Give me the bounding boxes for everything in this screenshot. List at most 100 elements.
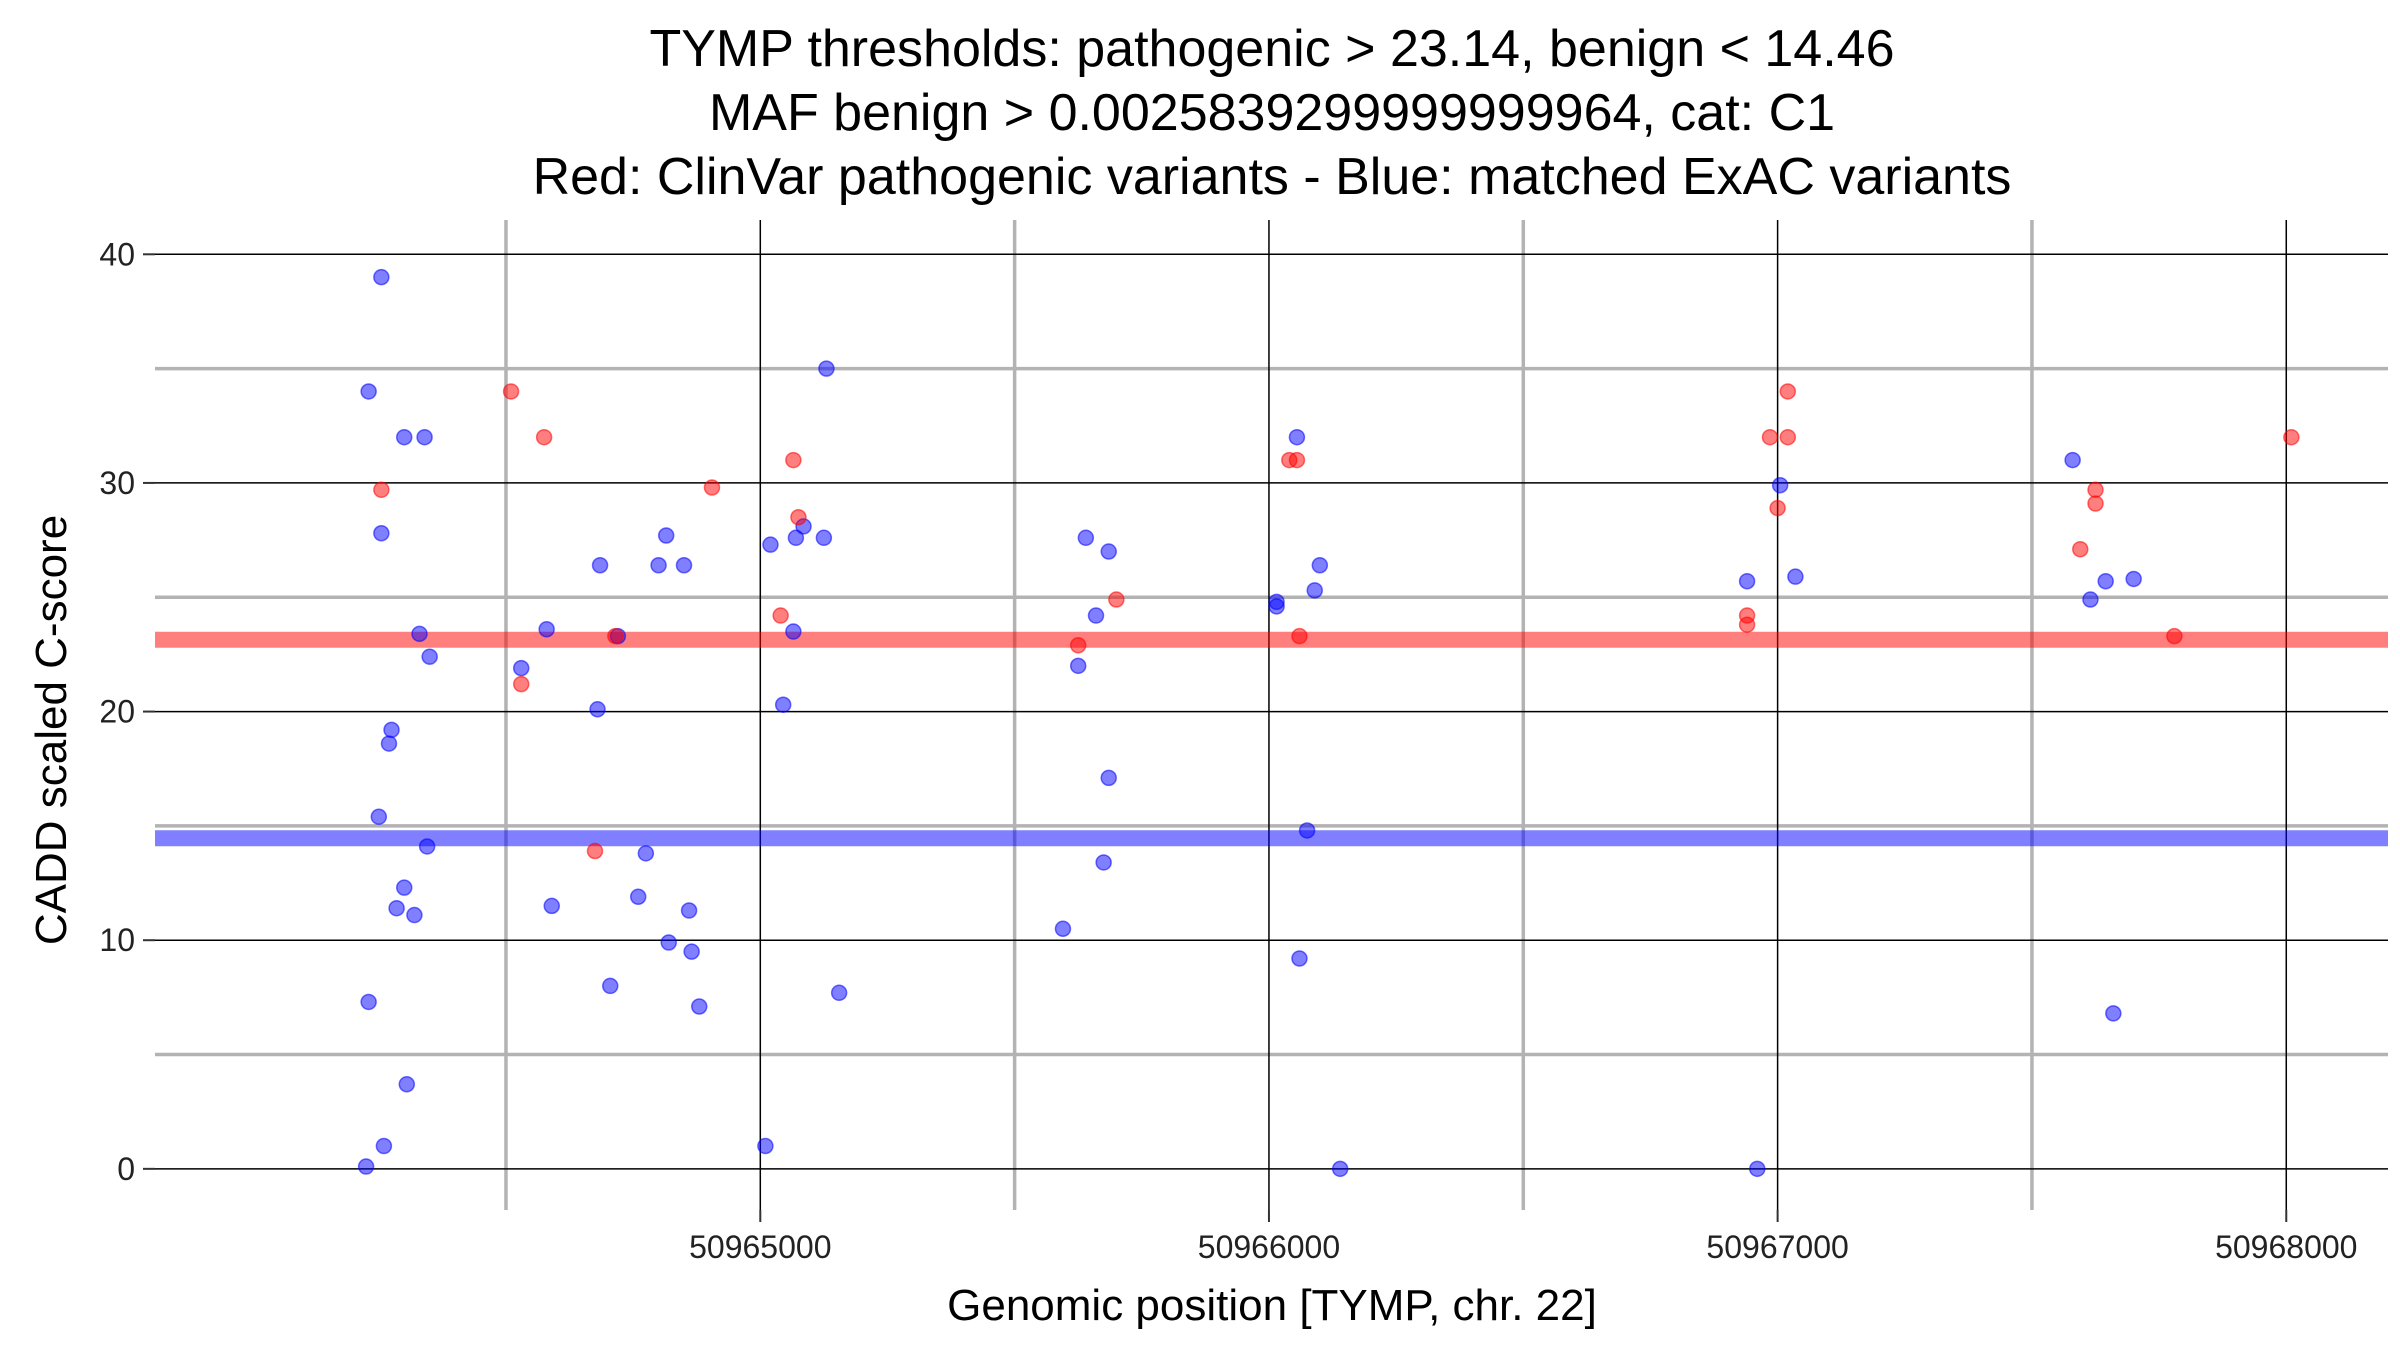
benign-variant-point (680, 902, 698, 919)
pathogenic-variant-point (790, 508, 807, 526)
pathogenic-variant-point (373, 481, 390, 499)
benign-variant-point (395, 428, 413, 446)
pathogenic-variant-point (772, 607, 789, 624)
benign-variant-point (512, 659, 530, 677)
benign-variant-point (589, 701, 606, 718)
benign-variant-point (1749, 1160, 1766, 1178)
x-tick-label: 50965000 (689, 1229, 831, 1265)
benign-variant-point (418, 838, 436, 855)
pathogenic-variant-point (785, 451, 802, 469)
benign-variant-point (815, 529, 833, 547)
benign-variant-point (411, 625, 428, 643)
threshold-bands (155, 631, 2388, 847)
benign-variant-point (830, 984, 848, 1002)
pathogenic-variant-point (1761, 428, 1779, 446)
benign-variant-point (637, 845, 655, 862)
pathogenic-variant-point (703, 479, 721, 496)
benign-variant-point (1738, 572, 1756, 590)
benign-variant-point (395, 879, 413, 896)
pathogenic-variant-point (2283, 428, 2300, 446)
benign-variant-point (373, 524, 390, 542)
benign-variant-point (785, 623, 802, 640)
benign-variant-point (2105, 1005, 2122, 1022)
x-axis-label: Genomic position [TYMP, chr. 22] (947, 1281, 1597, 1330)
y-axis-label: CADD scaled C-score (27, 515, 76, 945)
benign-variant-point (1077, 529, 1095, 547)
benign-variant-point (370, 808, 388, 825)
benign-variant-point (1291, 950, 1308, 967)
pathogenic-variant-point (1069, 637, 1087, 654)
title-line-1: TYMP thresholds: pathogenic > 23.14, ben… (649, 20, 1894, 78)
benign-variant-point (383, 721, 400, 739)
benign-variant-point (787, 529, 805, 547)
pathogenic-variant-point (586, 842, 604, 860)
benign-variant-point (360, 383, 377, 400)
benign-variant-point (406, 906, 423, 924)
pathogenic-variant-point (1769, 499, 1786, 517)
pathogenic-variant-point (512, 675, 530, 693)
benign-variant-point (1054, 920, 1072, 938)
y-axis: 0 10 20 30 40 (99, 236, 155, 1187)
benign-variant-point (380, 735, 398, 752)
benign-variant-point (2097, 572, 2114, 590)
benign-variant-point (657, 527, 675, 544)
benign-variant-point (373, 268, 390, 286)
benign-variant-point (1331, 1160, 1349, 1178)
benign-variant-point (650, 556, 667, 574)
benign-variant-point (1288, 428, 1306, 446)
x-tick-label: 50967000 (1706, 1229, 1848, 1265)
pathogenic-variant-point (2166, 627, 2183, 645)
benign-variant-point (1771, 476, 1789, 494)
benign-variant-point (1306, 582, 1323, 599)
benign-variant-point (538, 621, 555, 638)
pathogenic-variant-point (1779, 428, 1797, 446)
benign-variant-point (757, 1137, 774, 1155)
pathogenic-variant-point (607, 627, 624, 645)
benign-variant-point (1268, 593, 1285, 611)
y-tick-label: 20 (99, 694, 135, 730)
benign-variant-point (543, 897, 561, 915)
pathogenic-variant-point (1291, 627, 1308, 645)
benign-variant-point (1095, 854, 1112, 871)
pathogenic-variant-point (535, 428, 553, 446)
pathogenic-variant-point (1288, 451, 1306, 469)
y-tick-label: 10 (99, 922, 135, 958)
benign-variant-point (591, 556, 609, 574)
x-tick-label: 50966000 (1198, 1229, 1340, 1265)
data-points (357, 268, 2300, 1178)
pathogenic-variant-point (502, 383, 520, 400)
benign-variant-point (1298, 822, 1316, 839)
chart-title: TYMP thresholds: pathogenic > 23.14, ben… (533, 20, 2012, 206)
benign-variant-point (1087, 607, 1105, 624)
pathogenic-variant-point (2072, 540, 2089, 558)
benign-variant-point (601, 977, 619, 995)
benign-variant-point (388, 899, 405, 917)
title-line-2: MAF benign > 0.0025839299999999964, cat:… (709, 84, 1835, 142)
benign-variant-point (1100, 769, 1117, 787)
benign-variant-point (2082, 591, 2099, 608)
y-tick-label: 40 (99, 236, 135, 272)
benign-variant-point (774, 696, 792, 713)
benign-variant-point (629, 888, 647, 906)
benign-variant-point (691, 998, 708, 1015)
x-tick-label: 50968000 (2215, 1229, 2357, 1265)
pathogenic-variant-point (1779, 383, 1797, 400)
benign-variant-point (398, 1075, 416, 1093)
pathogenic-variant-point (1108, 591, 1125, 608)
pathogenic-variant-point (1738, 607, 1756, 624)
benign-variant-point (660, 934, 677, 951)
benign-variant-point (2064, 451, 2081, 469)
benign-variant-point (818, 360, 835, 377)
title-line-3: Red: ClinVar pathogenic variants - Blue:… (533, 148, 2012, 206)
y-tick-label: 0 (117, 1151, 135, 1187)
benign-variant-point (762, 536, 779, 553)
benign-variant-point (683, 943, 700, 960)
y-tick-label: 30 (99, 465, 135, 501)
minor-gridlines (155, 220, 2388, 1210)
benign-variant-point (375, 1137, 393, 1155)
benign-variant-point (1100, 543, 1117, 560)
benign-variant-point (675, 556, 693, 574)
benign-variant-point (421, 648, 438, 665)
pathogenic-variant-point (2087, 481, 2104, 499)
